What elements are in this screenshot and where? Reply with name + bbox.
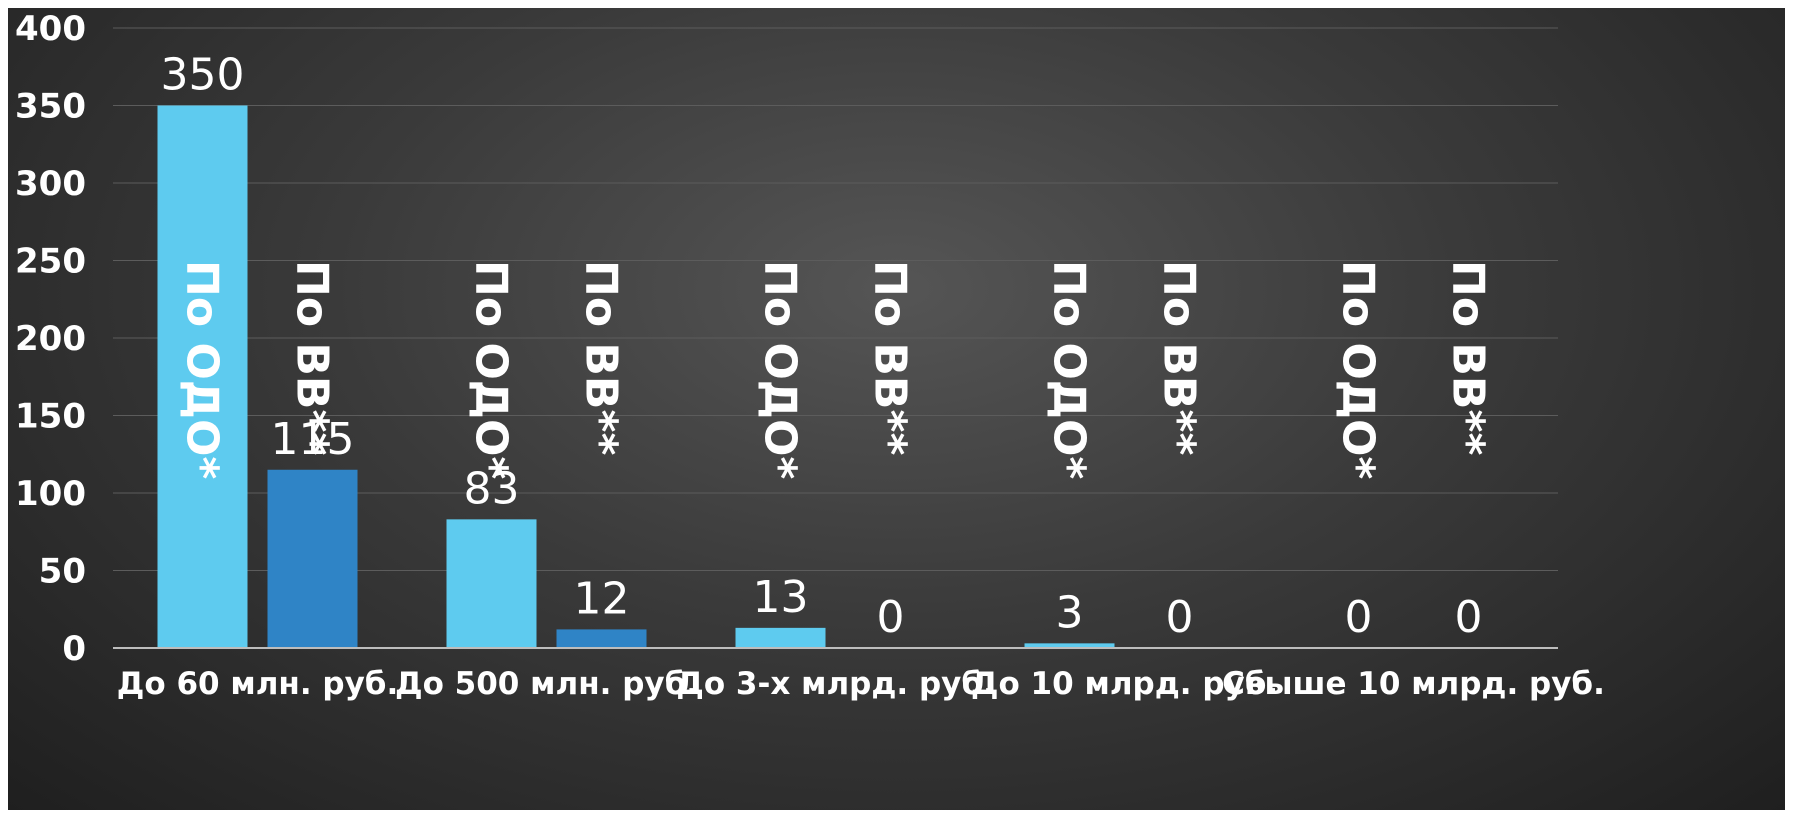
category-label: Свыше 10 млрд. руб.: [1222, 666, 1605, 702]
bar: [556, 629, 647, 648]
chart-frame: 0 50 100 150 200 250 300 350 400 350 115 83 12 13 0 3 0…: [8, 8, 1785, 810]
y-tick-label: 400: [15, 9, 86, 49]
series-label: По ВВ**: [1443, 260, 1494, 455]
series-label: По ВВ**: [576, 260, 627, 455]
y-tick-label: 350: [15, 87, 86, 127]
y-tick-label: 300: [15, 164, 86, 204]
y-axis-tick-labels: 0 50 100 150 200 250 300 350 400: [15, 9, 86, 669]
series-labels: По ОДО* По ВВ** По ОДО* По ВВ** По ОДО* По ВВ…: [177, 260, 1494, 479]
data-label: 0: [1345, 592, 1373, 643]
bar: [157, 105, 248, 648]
data-label: 3: [1056, 587, 1084, 638]
series-label: По ОДО*: [177, 260, 228, 479]
data-label: 115: [271, 414, 355, 465]
y-tick-label: 150: [15, 397, 86, 437]
category-label: До 10 млрд. руб.: [971, 666, 1278, 702]
bars: [157, 105, 1115, 648]
bar: [1024, 643, 1115, 648]
data-label: 0: [877, 592, 905, 643]
y-tick-label: 50: [39, 552, 86, 592]
data-label: 13: [753, 572, 809, 623]
series-label: По ВВ**: [287, 260, 338, 455]
data-label: 0: [1166, 592, 1194, 643]
category-labels: До 60 млн. руб.До 500 млн. руб.До 3-х мл…: [117, 666, 1605, 702]
bar: [267, 469, 358, 648]
series-label: По ОДО*: [1333, 260, 1384, 479]
category-label: До 3-х млрд. руб.: [676, 666, 995, 702]
data-label: 0: [1455, 592, 1483, 643]
y-tick-label: 100: [15, 474, 86, 514]
series-label: По ВВ**: [1154, 260, 1205, 455]
series-label: По ВВ**: [865, 260, 916, 455]
series-label: По ОДО*: [1044, 260, 1095, 479]
y-tick-label: 250: [15, 242, 86, 282]
data-label: 350: [161, 50, 245, 101]
data-labels: 350 115 83 12 13 0 3 0 0 0: [161, 50, 1483, 644]
series-label: По ОДО*: [755, 260, 806, 479]
bar: [735, 627, 826, 648]
data-label: 83: [464, 463, 520, 514]
y-tick-label: 0: [62, 629, 86, 669]
category-label: До 60 млн. руб.: [117, 666, 398, 702]
series-label: По ОДО*: [466, 260, 517, 479]
data-label: 12: [574, 573, 630, 624]
bar: [446, 519, 537, 648]
category-label: До 500 млн. руб.: [395, 666, 698, 702]
y-tick-label: 200: [15, 319, 86, 359]
